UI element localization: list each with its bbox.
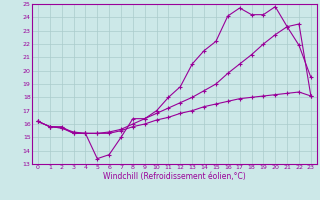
X-axis label: Windchill (Refroidissement éolien,°C): Windchill (Refroidissement éolien,°C) [103,172,246,181]
